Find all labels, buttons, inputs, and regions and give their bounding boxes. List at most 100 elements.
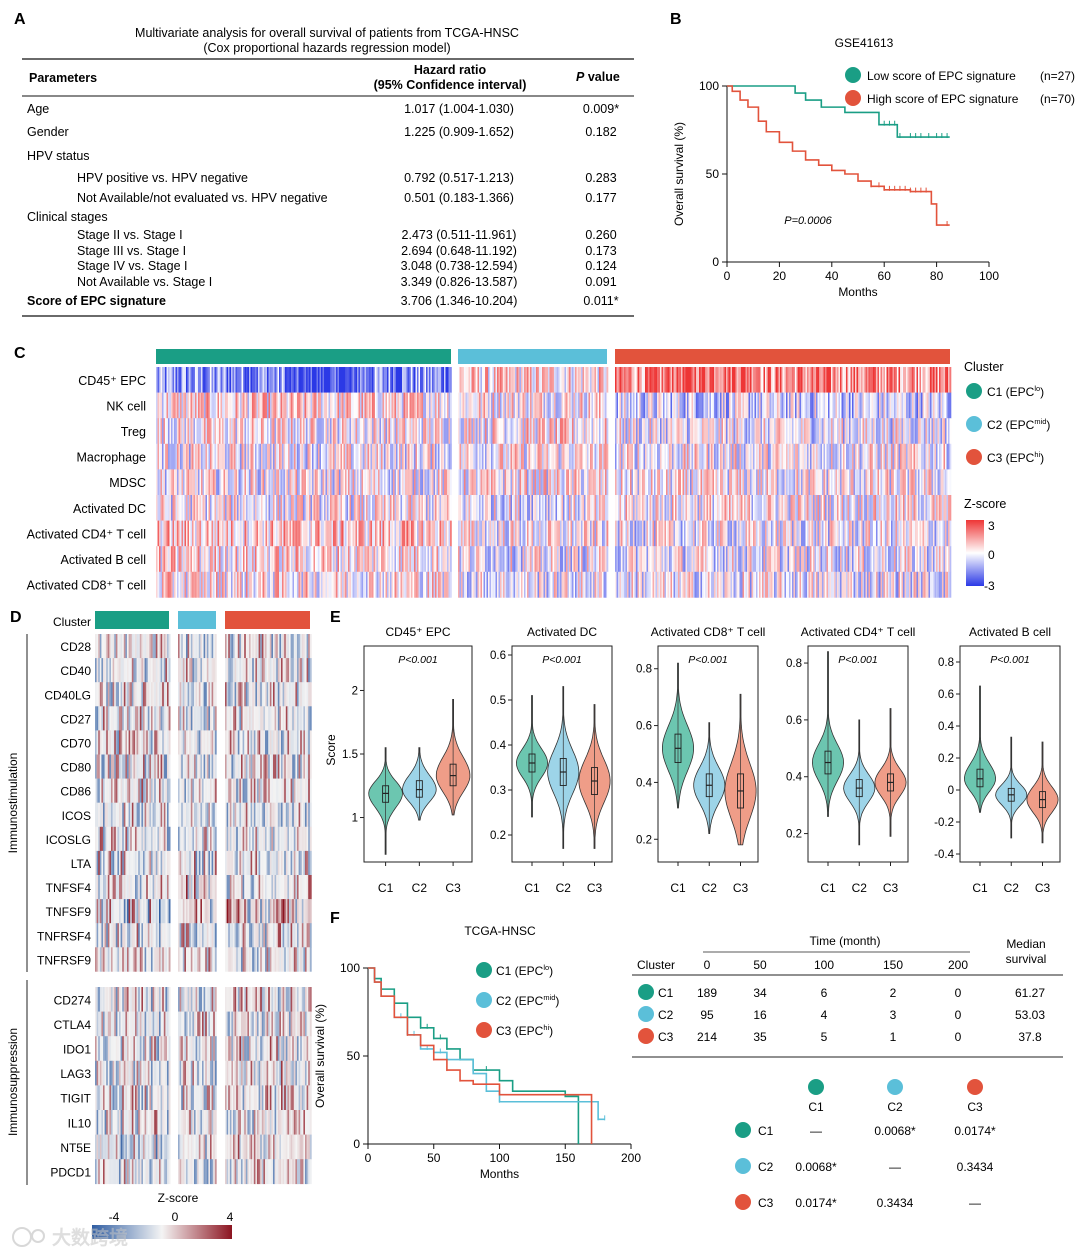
heatmap-c-cell [264,418,266,445]
heatmap-c-cell [543,367,546,393]
heatmap-c-cell [295,367,298,393]
heatmap-c-cell [530,443,532,470]
heatmap-c-cell [575,443,577,470]
heatmap-c-cell [480,546,483,573]
heatmap-c-cell [288,571,290,598]
heatmap-c-cell [744,367,746,393]
heatmap-c-cell [750,546,752,573]
heatmap-c-cell [861,443,863,470]
heatmap-c-cell [688,443,691,470]
heatmap-c-cell [625,495,628,521]
heatmap-c-cell [217,520,220,547]
heatmap-c-cell [459,571,462,598]
heatmap-c-cell [370,367,373,393]
heatmap-c-cell [177,495,179,521]
heatmap-c-cell [363,443,365,470]
heatmap-c-cell [355,443,358,470]
heatmap-c-cell [843,495,845,521]
heatmap-d-cell [133,634,136,659]
heatmap-c-cell [763,571,766,598]
heatmap-c-cell [678,571,680,598]
heatmap-c-cell [534,469,537,496]
heatmap-c-cell [210,571,212,598]
table-a-row-p: 0.182 [585,125,616,139]
heatmap-c-cell [225,571,227,598]
heatmap-c-cell [280,392,283,419]
heatmap-c-cell [540,520,543,547]
heatmap-c-cell [703,546,706,573]
heatmap-c-cell [615,469,617,496]
heatmap-c-cell [521,520,523,547]
heatmap-c-cell [913,418,916,445]
heatmap-c-cell [375,443,377,470]
heatmap-c-cell [870,546,872,573]
heatmap-c-cell [805,418,808,445]
heatmap-c-cell [267,546,269,573]
heatmap-c-cell [837,571,839,598]
heatmap-c-cell [373,520,376,547]
heatmap-c-cell [584,392,586,419]
heatmap-c-cell [572,520,574,547]
heatmap-c-cell [358,367,361,393]
heatmap-c-cell [548,495,550,521]
heatmap-c-cell [735,546,737,573]
heatmap-c-cell [687,392,689,419]
heatmap-c-cell [360,495,362,521]
heatmap-c-cell [445,418,448,445]
heatmap-c-cell [717,571,719,598]
heatmap-c-cell [525,571,528,598]
heatmap-c-cell [561,546,564,573]
heatmap-c-cell [328,367,331,393]
heatmap-c-cell [405,392,407,419]
heatmap-c-cell [840,571,842,598]
heatmap-c-cell [349,546,352,573]
heatmap-c-cell [169,546,172,573]
heatmap-c-cell [796,520,799,547]
heatmap-c-cell [510,443,513,470]
cluster-d-bar-c3 [225,611,310,629]
heatmap-c-cell [711,571,713,598]
heatmap-c-cell [569,418,571,445]
heatmap-c-cell [895,392,898,419]
heatmap-c-cell [307,443,310,470]
heatmap-c-cell [364,546,367,573]
heatmap-c-cell [606,495,609,521]
heatmap-c-cell [432,367,434,393]
heatmap-c-cell [569,520,571,547]
heatmap-c-cell [949,520,952,547]
heatmap-c-cell [943,546,946,573]
heatmap-c-cell [162,520,164,547]
heatmap-c-cell [397,392,400,419]
heatmap-d-cell [130,634,133,659]
heatmap-c-cell [231,495,233,521]
heatmap-c-cell [724,546,727,573]
col-parameters: Parameters [29,71,97,85]
heatmap-c-cell [277,469,280,496]
heatmap-c-cell [828,443,830,470]
heatmap-c-cell [159,520,161,547]
heatmap-c-cell [718,495,721,521]
heatmap-c-cell [258,520,260,547]
heatmap-c-cell [658,571,661,598]
heatmap-c-cell [418,571,421,598]
heatmap-c-cell [584,520,586,547]
heatmap-c-cell [918,443,920,470]
heatmap-c-cell [882,443,884,470]
heatmap-c-cell [898,367,901,393]
heatmap-d-cell [301,634,304,659]
heatmap-c-cell [406,392,409,419]
heatmap-c-cell [763,443,766,470]
heatmap-c-cell [518,520,520,547]
heatmap-c-cell [849,392,851,419]
heatmap-c-cell [826,392,829,419]
heatmap-c-cell [391,392,394,419]
heatmap-c-cell [519,443,522,470]
heatmap-c-cell [744,495,746,521]
heatmap-c-cell [415,418,418,445]
heatmap-c-cell [930,443,932,470]
heatmap-c-cell [486,418,489,445]
heatmap-c-cell [714,520,716,547]
heatmap-c-cell [464,546,466,573]
heatmap-c-cell [219,520,221,547]
heatmap-c-cell [352,469,355,496]
